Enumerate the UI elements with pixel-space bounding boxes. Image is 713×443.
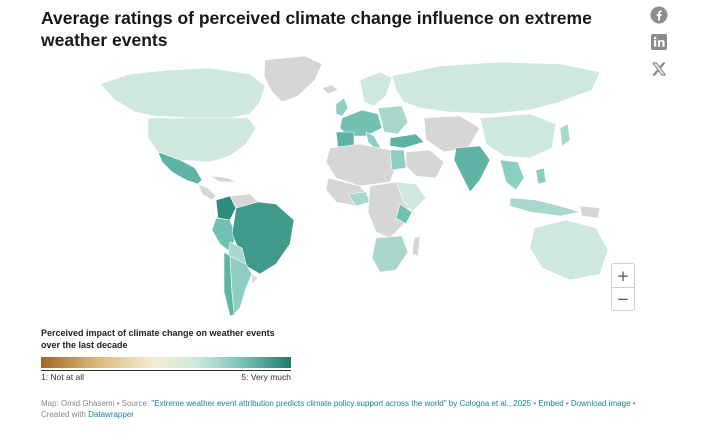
region-greenland [263,55,323,103]
zoom-in-button[interactable]: + [616,266,630,285]
region-turkey [389,133,425,149]
region-india [453,145,491,193]
region-colombia [215,195,237,221]
world-map[interactable] [60,52,650,320]
region-scandinavia [359,71,393,107]
region-australia [529,219,609,281]
zoom-controls: + − [611,263,635,311]
region-middle-east [405,149,445,179]
region-caribbean [209,175,237,183]
linkedin-icon[interactable] [650,33,668,51]
footer-separator: • [563,399,571,408]
legend: Perceived impact of climate change on we… [41,327,301,382]
region-japan [559,123,571,147]
region-southern-africa [371,235,409,273]
region-china [479,113,557,159]
x-icon[interactable] [650,60,668,78]
datawrapper-link[interactable]: Datawrapper [88,410,134,419]
region-uruguay [251,273,259,285]
region-central-america [197,183,217,201]
legend-min-label: 1: Not at all [41,372,84,382]
region-western-europe [339,109,383,137]
footer-separator: • [531,399,539,408]
legend-ticks: 1: Not at all 5: Very much [41,370,291,382]
region-russia [391,61,601,115]
share-bar [650,6,670,87]
region-png [579,205,601,219]
legend-gradient [41,357,291,368]
region-egypt [389,149,407,171]
region-eastern-europe [377,105,409,135]
region-brazil [231,201,295,275]
footer-created-with: • Created with [41,399,636,419]
legend-title: Perceived impact of climate change on we… [41,328,275,350]
map-title: Average ratings of perceived climate cha… [41,8,592,50]
footer-credit: Map: Omid Ghasemi • Source: [41,399,152,408]
source-link[interactable]: "Extreme weather event attribution predi… [151,399,532,408]
embed-link[interactable]: Embed [538,399,564,408]
region-philippines [535,167,547,185]
region-southeast-asia [499,159,525,191]
region-kenya [395,203,413,225]
zoom-out-button[interactable]: − [612,287,634,310]
region-usa [147,117,257,163]
region-indonesia [509,197,581,217]
region-canada [99,67,266,119]
legend-max-label: 5: Very much [241,372,291,382]
facebook-icon[interactable] [650,6,668,24]
region-uk [335,97,349,117]
footer: Map: Omid Ghasemi • Source: "Extreme wea… [41,398,651,420]
region-east-africa [395,181,427,213]
region-north-africa [325,143,397,187]
region-argentina [229,255,253,315]
region-madagascar [411,235,421,257]
region-iceland [321,84,339,95]
download-image-link[interactable]: Download image [570,399,631,408]
